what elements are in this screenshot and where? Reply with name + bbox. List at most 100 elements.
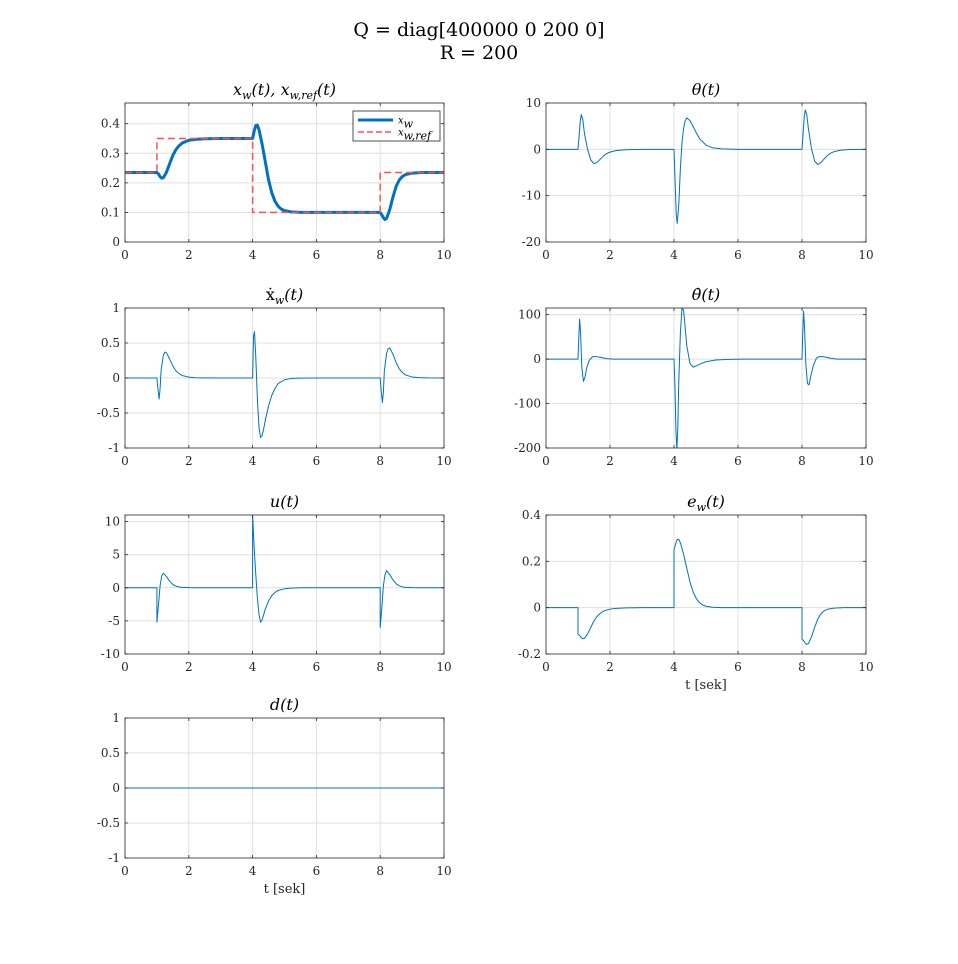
legend-label-2: xw,ref xyxy=(398,128,433,143)
x-tick-label: 8 xyxy=(798,454,806,468)
y-tick-label: 0.2 xyxy=(522,554,541,568)
y-tick-label: 0.3 xyxy=(101,146,120,160)
y-tick-label: 100 xyxy=(518,308,541,322)
x-tick-label: 8 xyxy=(376,660,384,674)
x-tick-label: 4 xyxy=(670,248,678,262)
y-tick-label: 0.5 xyxy=(101,746,120,760)
subplot-title: xw(t), xw,ref(t) xyxy=(233,80,336,102)
series-line-1 xyxy=(125,515,444,629)
axes-box xyxy=(545,307,867,449)
figure-title-line1: Q = diag[400000 0 200 0] xyxy=(353,19,605,41)
axes-box xyxy=(124,102,445,243)
plot-area xyxy=(546,515,866,654)
y-tick-label: -100 xyxy=(514,397,541,411)
y-tick-label: 0 xyxy=(112,581,120,595)
plot-area xyxy=(546,103,866,242)
y-tick-label: 1 xyxy=(112,711,120,725)
series-line-1 xyxy=(546,538,866,645)
x-tick-label: 10 xyxy=(436,248,451,262)
y-tick-label: 5 xyxy=(112,548,120,562)
y-tick-label: -5 xyxy=(108,614,120,628)
series-line-1 xyxy=(125,331,444,438)
x-tick-label: 2 xyxy=(185,660,193,674)
y-tick-label: 10 xyxy=(105,515,120,529)
x-tick-label: 8 xyxy=(798,248,806,262)
x-tick-label: 8 xyxy=(376,454,384,468)
y-tick-label: -200 xyxy=(514,441,541,455)
x-tick-label: 8 xyxy=(798,660,806,674)
x-tick-label: 10 xyxy=(436,864,451,878)
subplot-xw-dot: 0 2 4 6 8 10 -1 -0.5 0 0.5 1 ẋw(t) xyxy=(97,285,452,468)
legend-box xyxy=(352,110,441,142)
figure-title-line2: R = 200 xyxy=(439,42,519,64)
x-axis-label: t [sek] xyxy=(264,882,306,897)
x-tick-label: 6 xyxy=(313,248,321,262)
x-tick-label: 4 xyxy=(249,660,257,674)
y-tick-label: -1 xyxy=(108,851,120,865)
y-tick-label: -10 xyxy=(522,189,541,203)
x-tick-label: 6 xyxy=(313,660,321,674)
x-tick-label: 4 xyxy=(249,864,257,878)
x-tick-label: 6 xyxy=(734,660,742,674)
y-tick-label: 0 xyxy=(533,142,541,156)
x-tick-label: 2 xyxy=(185,248,193,262)
x-tick-label: 10 xyxy=(436,660,451,674)
subplot-theta: 0 2 4 6 8 10 -20 -10 0 10 θ(t) xyxy=(522,80,874,262)
y-tick-label: 0.4 xyxy=(522,508,541,522)
subplot-theta-dot: 0 2 4 6 8 10 -200 -100 0 100 θ̇(t) xyxy=(514,285,874,468)
x-tick-label: 6 xyxy=(313,864,321,878)
x-tick-label: 6 xyxy=(313,454,321,468)
series-line-1 xyxy=(546,308,866,448)
x-tick-label: 10 xyxy=(858,248,873,262)
axes-box xyxy=(545,514,867,655)
axes-box xyxy=(124,514,445,655)
series-line-1 xyxy=(546,109,866,224)
x-tick-label: 2 xyxy=(606,248,614,262)
series-line-1 xyxy=(125,123,444,222)
x-tick-label: 0 xyxy=(121,864,129,878)
y-tick-label: -0.5 xyxy=(97,816,120,830)
y-tick-label: 1 xyxy=(112,301,120,315)
x-tick-label: 6 xyxy=(734,454,742,468)
x-tick-label: 2 xyxy=(185,454,193,468)
x-tick-label: 0 xyxy=(121,454,129,468)
subplot-xw: 0 2 4 6 8 10 0 0.1 0.2 0.3 0.4 xw(t), xw,ref(t) xwxw… xyxy=(101,80,452,262)
y-tick-label: 0 xyxy=(533,601,541,615)
x-tick-label: 2 xyxy=(185,864,193,878)
x-axis-label: t [sek] xyxy=(685,678,727,693)
y-tick-label: -0.5 xyxy=(97,406,120,420)
x-tick-label: 4 xyxy=(249,454,257,468)
x-tick-label: 0 xyxy=(542,248,550,262)
x-tick-label: 2 xyxy=(606,454,614,468)
subplot-title: ẋw(t) xyxy=(266,285,303,307)
y-tick-label: -1 xyxy=(108,441,120,455)
subplot-d: 0 2 4 6 8 10 -1 -0.5 0 0.5 1 d(t) t [sek] xyxy=(97,695,452,897)
y-tick-label: 0.2 xyxy=(101,176,120,190)
plot-area xyxy=(125,515,444,654)
x-tick-label: 4 xyxy=(670,454,678,468)
subplot-title: u(t) xyxy=(270,492,299,511)
x-tick-label: 4 xyxy=(670,660,678,674)
x-tick-label: 4 xyxy=(249,248,257,262)
x-tick-label: 8 xyxy=(376,248,384,262)
subplot-title: θ(t) xyxy=(692,80,721,99)
subplot-ew: 0 2 4 6 8 10-0.200.20.4ew(t)t [sek] xyxy=(518,492,874,693)
y-tick-label: 0 xyxy=(112,781,120,795)
plot-area xyxy=(546,308,866,448)
subplot-title: θ̇(t) xyxy=(692,285,721,304)
x-tick-label: 0 xyxy=(121,660,129,674)
x-tick-label: 8 xyxy=(376,864,384,878)
x-tick-label: 10 xyxy=(436,454,451,468)
subplot-u: 0 2 4 6 8 10 -10 -5 0 5 10 u(t) xyxy=(101,492,452,674)
x-tick-label: 0 xyxy=(121,248,129,262)
axes-box xyxy=(545,102,867,243)
x-tick-label: 10 xyxy=(858,660,873,674)
y-tick-label: 0 xyxy=(112,235,120,249)
y-tick-label: -20 xyxy=(522,235,541,249)
y-tick-label: 0.4 xyxy=(101,117,120,131)
x-tick-label: 0 xyxy=(542,660,550,674)
subplot-title: d(t) xyxy=(270,695,299,714)
